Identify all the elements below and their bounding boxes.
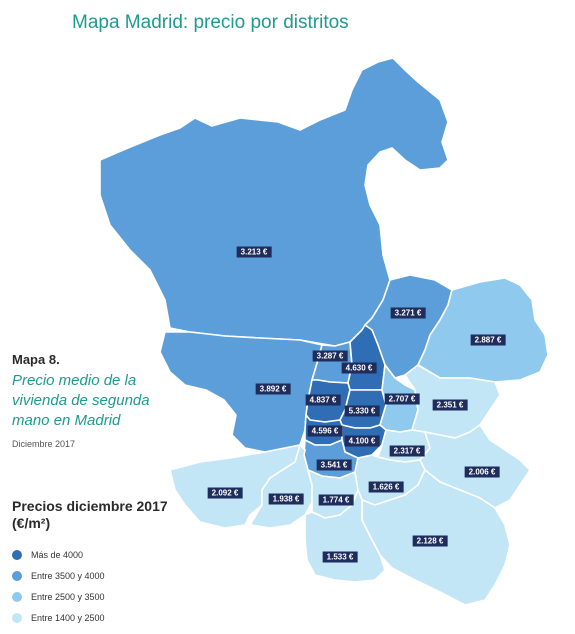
- price-label-salamanca: 5.330 €: [344, 405, 380, 417]
- price-label-usera: 1.774 €: [318, 494, 354, 506]
- price-label-latina: 2.092 €: [207, 487, 243, 499]
- price-label-carabanchel: 1.938 €: [268, 493, 304, 505]
- legend-item: Entre 2500 y 3500: [12, 586, 202, 607]
- price-label-chamberi: 4.837 €: [305, 394, 341, 406]
- price-label-centro: 4.596 €: [307, 425, 343, 437]
- price-label-puente-de-vallecas: 1.626 €: [368, 481, 404, 493]
- caption-date: Diciembre 2017: [12, 439, 76, 449]
- legend-swatch-icon: [12, 612, 22, 623]
- caption-title: Precio medio de la vivienda de segunda m…: [12, 372, 150, 429]
- map-title: Mapa Madrid: precio por distritos: [72, 12, 349, 33]
- legend-swatch-icon: [12, 549, 22, 560]
- legend-item: Entre 3500 y 4000: [12, 565, 202, 586]
- price-label-chamartin: 4.630 €: [341, 362, 377, 374]
- price-label-villa-de-vallecas: 2.128 €: [412, 535, 448, 547]
- price-label-fuencarral-el-pardo: 3.213 €: [236, 246, 272, 258]
- legend-label: Entre 3500 y 4000: [31, 570, 105, 581]
- price-label-tetuan: 3.287 €: [312, 350, 348, 362]
- legend-swatch-icon: [12, 570, 22, 581]
- district-barajas[interactable]: [417, 277, 549, 383]
- price-label-retiro: 4.100 €: [344, 435, 380, 447]
- price-label-vicalvaro: 2.006 €: [464, 466, 500, 478]
- legend-item: Más de 4000: [12, 544, 202, 565]
- map-caption: Mapa 8. Precio medio de la vivienda de s…: [12, 352, 187, 449]
- district-carabanchel[interactable]: [249, 444, 313, 529]
- legend-label: Más de 4000: [31, 549, 84, 560]
- legend-title: Precios diciembre 2017 (€/m²): [12, 498, 168, 531]
- legend: Precios diciembre 2017 (€/m²) Más de 400…: [12, 498, 202, 628]
- price-label-san-blas: 2.351 €: [432, 399, 468, 411]
- price-label-villaverde: 1.533 €: [322, 551, 358, 563]
- caption-number: Mapa 8.: [12, 352, 60, 367]
- price-label-ciudad-lineal: 2.707 €: [384, 393, 420, 405]
- price-label-moncloa-aravaca: 3.892 €: [255, 383, 291, 395]
- price-label-arganzuela: 3.541 €: [316, 459, 352, 471]
- legend-label: Entre 2500 y 3500: [31, 591, 105, 602]
- price-label-hortaleza: 3.271 €: [390, 307, 426, 319]
- price-label-moratalaz: 2.317 €: [389, 445, 425, 457]
- legend-swatch-icon: [12, 591, 22, 602]
- legend-item: Entre 1400 y 2500: [12, 607, 202, 628]
- legend-label: Entre 1400 y 2500: [31, 612, 105, 623]
- price-label-barajas: 2.887 €: [470, 334, 506, 346]
